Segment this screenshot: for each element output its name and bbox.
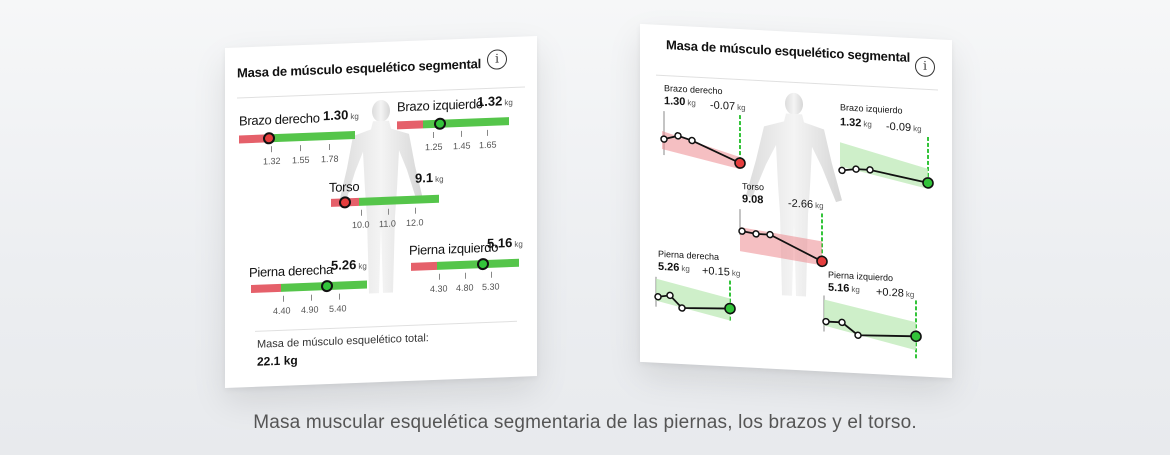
- tick-label: 4.40: [273, 305, 291, 317]
- range-low-bar: [251, 283, 281, 293]
- tick-label: 5.30: [482, 281, 500, 293]
- total-label: Masa de músculo esquelético total:: [257, 332, 429, 351]
- segment-value: 9.08: [742, 193, 764, 207]
- value-marker: [321, 279, 333, 293]
- tick-mark: [271, 146, 272, 153]
- tick-mark: [433, 131, 434, 139]
- segment-value: 9.1 kg: [415, 169, 444, 186]
- tick-mark: [329, 143, 330, 150]
- segment-delta: +0.15 kg: [702, 265, 741, 279]
- segment-name: Brazo izquierdo: [840, 102, 903, 116]
- info-icon[interactable]: i: [487, 49, 507, 70]
- card-title: Masa de músculo esquelético segmental: [666, 37, 911, 65]
- trend-chart: [822, 295, 922, 359]
- tick-mark: [388, 208, 389, 215]
- segment-value: 1.32 kg: [840, 116, 872, 130]
- trend-chart: [654, 276, 736, 321]
- card-title: Masa de músculo esquelético segmental: [237, 56, 482, 81]
- segment-value: 5.16 kg: [828, 281, 860, 295]
- segment-name: Pierna izquierdo: [409, 239, 499, 258]
- tick-mark: [465, 272, 466, 279]
- tick-label: 10.0: [352, 219, 370, 231]
- tick-label: 11.0: [379, 218, 396, 230]
- info-icon[interactable]: i: [915, 56, 935, 78]
- value-marker: [434, 117, 446, 130]
- tick-mark: [415, 207, 416, 214]
- segment-name: Pierna derecha: [249, 261, 333, 281]
- caption: Masa muscular esquelética segmentaria de…: [253, 412, 917, 433]
- tick-mark: [311, 294, 312, 301]
- segment-value: 1.32 kg: [477, 93, 513, 110]
- body-figure-icon: [339, 99, 423, 294]
- segment-name: Torso: [329, 178, 360, 195]
- body-figure-icon: [746, 92, 842, 297]
- tick-label: 1.55: [292, 154, 310, 166]
- tick-label: 1.45: [453, 140, 471, 152]
- tick-label: 1.65: [479, 139, 497, 151]
- segment-name: Brazo izquierdo: [397, 96, 483, 115]
- segment-value: 5.26 kg: [658, 260, 690, 274]
- tick-label: 1.25: [425, 141, 443, 153]
- tick-mark: [439, 273, 440, 280]
- segment-value: 1.30 kg: [664, 95, 696, 109]
- tick-label: 4.90: [301, 304, 319, 316]
- segment-name: Brazo derecho: [239, 110, 320, 129]
- tick-mark: [491, 271, 492, 278]
- segment-name: Pierna derecha: [658, 248, 720, 262]
- divider: [255, 320, 517, 332]
- trend-chart: [660, 111, 746, 170]
- tick-label: 4.30: [430, 283, 448, 295]
- trend-chart: [838, 136, 934, 189]
- segmental-muscle-card-bars: Masa de músculo esquelético segmental i …: [225, 36, 537, 388]
- range-low-bar: [397, 120, 423, 130]
- segment-delta: -0.09 kg: [886, 120, 922, 135]
- tick-mark: [300, 145, 301, 152]
- segmental-muscle-card-trends: Masa de músculo esquelético segmental i …: [640, 23, 952, 379]
- segment-delta: -0.07 kg: [710, 99, 746, 113]
- tick-mark: [487, 129, 488, 136]
- tick-label: 5.40: [329, 303, 347, 314]
- segment-name: Torso: [742, 181, 765, 193]
- segment-delta: -2.66 kg: [788, 197, 824, 211]
- tick-label: 1.32: [263, 155, 281, 167]
- tick-label: 1.78: [321, 153, 339, 165]
- segment-value: 5.26 kg: [331, 256, 367, 273]
- tick-mark: [361, 209, 362, 216]
- value-marker: [263, 132, 275, 145]
- tick-mark: [283, 295, 284, 302]
- tick-mark: [461, 130, 462, 137]
- value-marker: [477, 257, 489, 271]
- tick-mark: [339, 293, 340, 300]
- segment-value: 1.30 kg: [323, 107, 359, 124]
- segment-value: 5.16 kg: [487, 234, 523, 251]
- segment-name: Brazo derecho: [664, 83, 723, 97]
- trend-chart: [738, 209, 828, 268]
- total-value: 22.1 kg: [257, 353, 298, 369]
- tick-label: 4.80: [456, 282, 474, 294]
- range-low-bar: [411, 261, 437, 271]
- tick-label: 12.0: [406, 217, 424, 229]
